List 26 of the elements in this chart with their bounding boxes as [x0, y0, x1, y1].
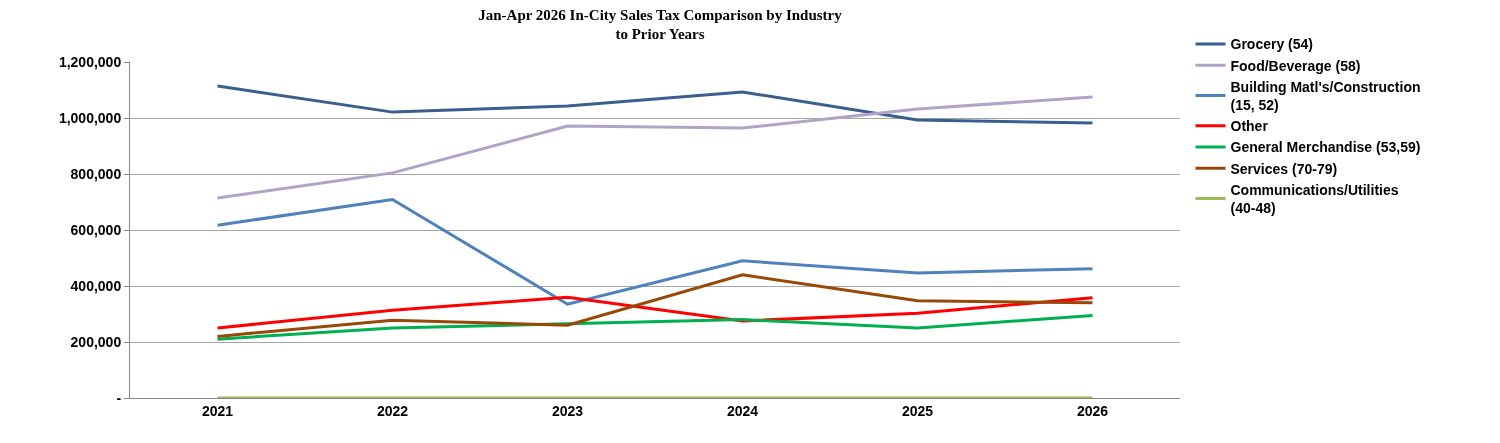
- x-tick-label: 2021: [201, 402, 234, 419]
- x-tick-label: 2022: [376, 402, 409, 419]
- legend-label: Other: [1230, 118, 1269, 135]
- legend-label: Grocery (54): [1230, 36, 1313, 53]
- y-tick-label: 400,000: [70, 277, 122, 294]
- chart-title: Jan-Apr 2026 In-City Sales Tax Comparison by Industry to Prior Years: [478, 6, 843, 43]
- legend-label: Building Matl's/Construction (15, 52): [1230, 78, 1421, 114]
- line-series: [216, 273, 1094, 338]
- legend-label: General Merchandise (53,59): [1230, 139, 1421, 156]
- x-tick-label: 2026: [1076, 402, 1109, 419]
- line-series: [216, 197, 1094, 306]
- line-series: [216, 84, 1094, 125]
- x-tick-label: 2023: [551, 402, 584, 419]
- legend-label: Communications/Utilities (40-48): [1230, 181, 1399, 217]
- line-series: [216, 95, 1094, 200]
- legend-label: Food/Beverage (58): [1230, 57, 1361, 74]
- x-tick-label: 2025: [901, 402, 934, 419]
- y-tick-label: 1,000,000: [58, 109, 122, 126]
- y-tick-label: -: [116, 389, 122, 406]
- line-series: [216, 313, 1094, 341]
- y-tick-label: 600,000: [70, 221, 122, 238]
- legend-label: Services (70-79): [1230, 160, 1338, 177]
- y-tick-label: 1,200,000: [58, 53, 122, 70]
- y-tick-label: 200,000: [70, 333, 122, 350]
- x-tick-label: 2024: [726, 402, 759, 419]
- y-tick-label: 800,000: [70, 165, 122, 182]
